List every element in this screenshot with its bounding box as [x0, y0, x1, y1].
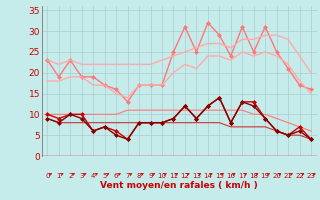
X-axis label: Vent moyen/en rafales ( km/h ): Vent moyen/en rafales ( km/h ) — [100, 181, 258, 190]
